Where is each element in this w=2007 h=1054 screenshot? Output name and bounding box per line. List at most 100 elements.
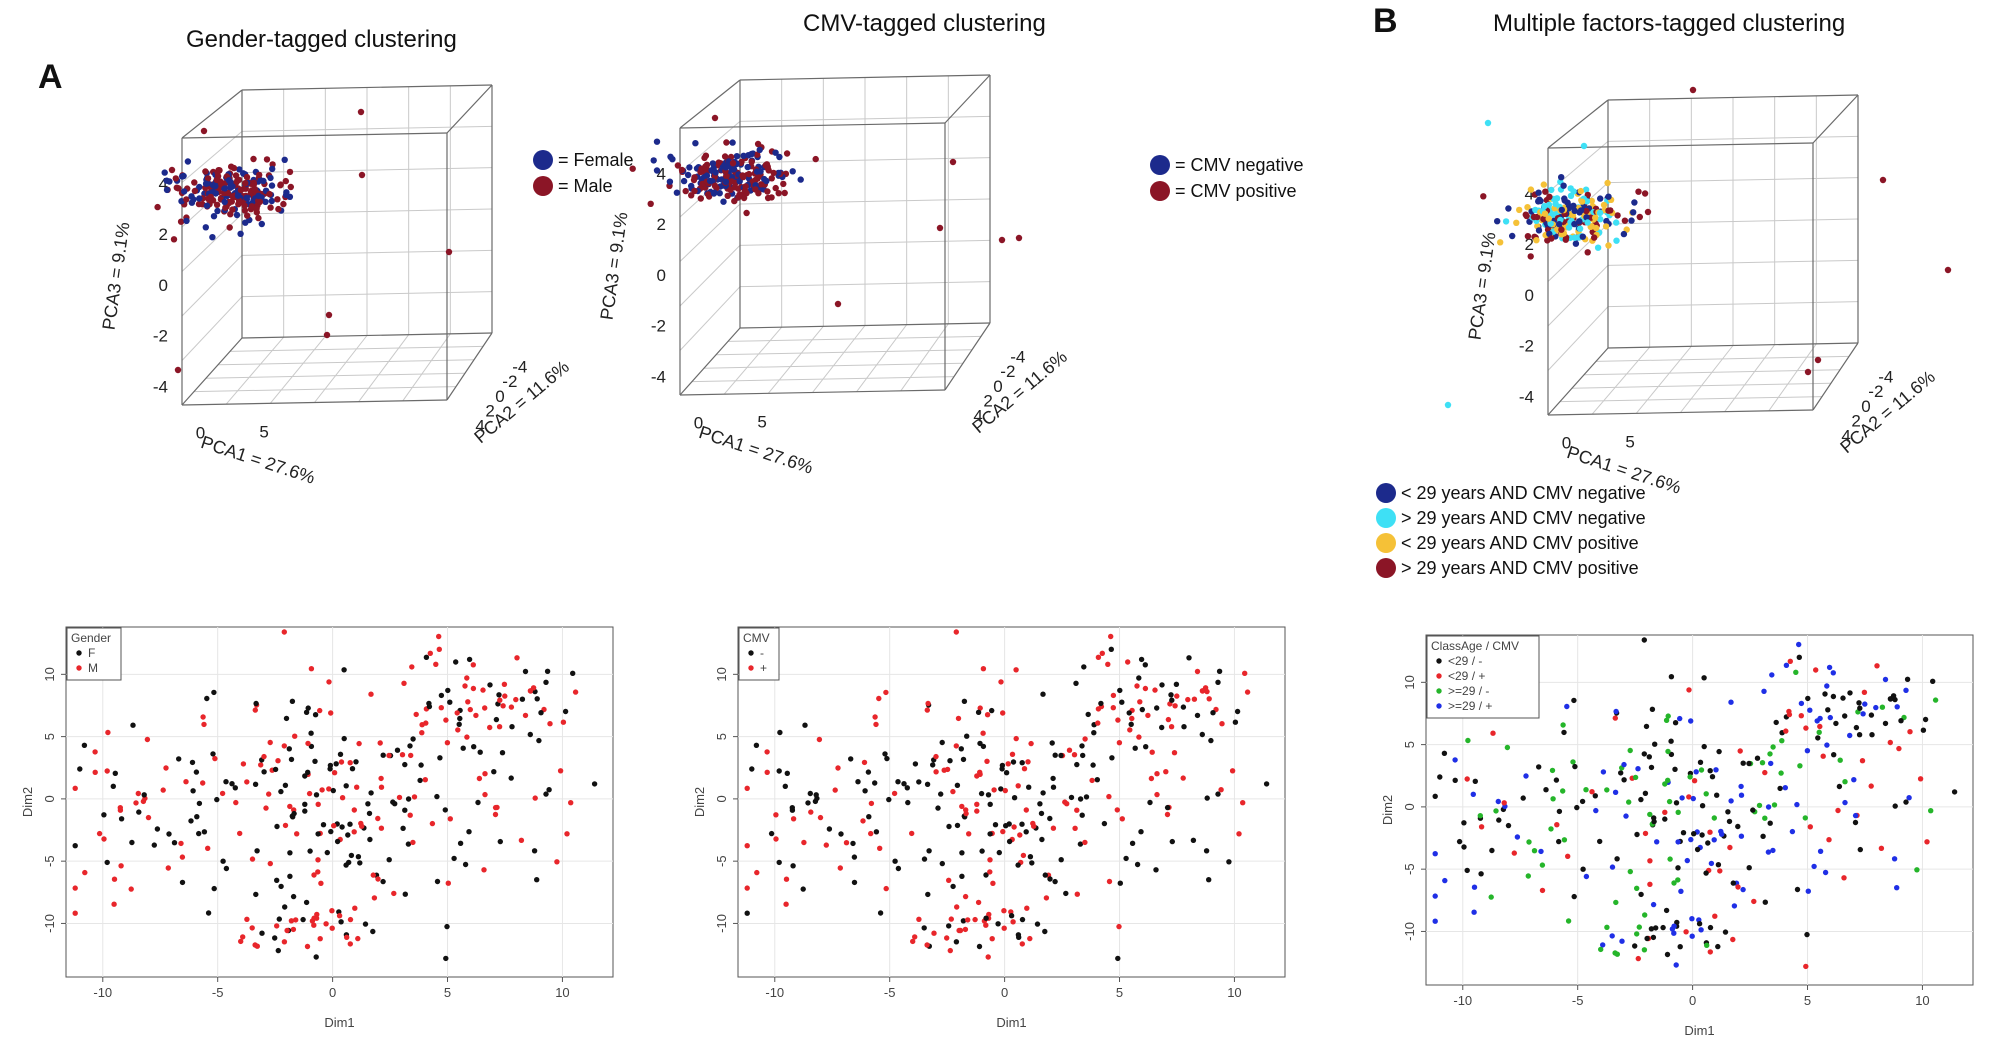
- pca3d-point: [256, 198, 264, 206]
- scatter-point: [1116, 740, 1123, 746]
- scatter-point: [1647, 811, 1653, 818]
- scatter-point: [1811, 863, 1817, 870]
- scatter-point: [1013, 667, 1019, 673]
- scatter-point: [962, 893, 969, 900]
- scatter-point: [307, 848, 313, 854]
- pca3d-point: [764, 188, 771, 195]
- y-tick-label: 2: [485, 402, 494, 421]
- scatter-point: [1686, 794, 1692, 800]
- scatter-point: [274, 877, 280, 883]
- scatter-point: [1531, 848, 1538, 854]
- scatter-point: [1579, 798, 1586, 805]
- y-tick-label: 10: [714, 667, 729, 681]
- scatter-point: [783, 876, 790, 882]
- pca3d-point: [1570, 202, 1577, 209]
- scatter-point: [1731, 903, 1738, 909]
- scatter-point: [282, 822, 289, 829]
- scatter-point: [1083, 794, 1090, 800]
- scatter-point: [1613, 899, 1619, 906]
- scatter-point: [253, 700, 259, 707]
- y-axis-label: Dim2: [20, 787, 35, 817]
- scatter-point: [522, 712, 529, 719]
- scatter-point: [1461, 820, 1467, 826]
- scatter-point: [1816, 729, 1822, 735]
- pca3d-point: [1536, 196, 1543, 203]
- pca3d-point: [705, 191, 712, 198]
- scatter-point: [1612, 715, 1619, 721]
- scatter-point: [1798, 700, 1805, 707]
- scatter-point: [1826, 664, 1833, 671]
- pca3d-point: [274, 196, 281, 203]
- scatter-point: [317, 707, 323, 714]
- scatter-point: [953, 743, 959, 749]
- scatter-point: [308, 666, 315, 672]
- scatter-point: [924, 781, 931, 787]
- scatter-point: [1128, 721, 1134, 727]
- scatter-point: [302, 773, 308, 779]
- pca3d-point: [1558, 226, 1565, 233]
- x-tick-label: 0: [1689, 993, 1696, 1008]
- scatter-point: [744, 785, 750, 791]
- scatter-point: [1687, 774, 1693, 780]
- scatter-point: [496, 724, 503, 730]
- scatter-point: [1000, 710, 1006, 716]
- pca3d-point: [1552, 200, 1559, 207]
- pca3d-point: [1600, 201, 1608, 209]
- scatter-point: [1553, 777, 1560, 783]
- scatter-point: [872, 714, 878, 720]
- scatter-point: [274, 923, 280, 929]
- scatter-point: [289, 698, 296, 704]
- y-tick-label: -5: [1402, 863, 1417, 875]
- scatter-point: [1704, 942, 1710, 948]
- scatter-point: [1641, 637, 1648, 643]
- scatter-point: [1025, 759, 1031, 765]
- scatter-point: [1626, 799, 1632, 805]
- scatter-point: [1010, 919, 1016, 925]
- legend-box: [66, 627, 122, 681]
- legend-swatch: [1376, 508, 1396, 528]
- scatter-point: [1432, 793, 1438, 799]
- scatter-point: [1027, 854, 1034, 860]
- pca3d-outlier-point: [998, 236, 1006, 244]
- scatter-point: [895, 779, 901, 785]
- pca3d-point: [688, 182, 695, 190]
- pca3d-point: [163, 186, 171, 194]
- y-tick-label: 10: [1402, 675, 1417, 689]
- scatter-point: [925, 891, 931, 898]
- scatter-point: [961, 698, 968, 704]
- scatter-point: [1153, 867, 1159, 873]
- z-axis-label: PCA3 = 9.1%: [99, 221, 134, 331]
- pca3d-point: [1546, 193, 1553, 200]
- scatter-point: [1770, 847, 1776, 854]
- legend-swatch: [1436, 703, 1442, 709]
- scatter-point: [591, 781, 598, 787]
- scatter-point: [882, 751, 888, 757]
- scatter-point: [1488, 894, 1494, 900]
- scatter-point: [240, 761, 247, 767]
- scatter-point: [1713, 767, 1719, 773]
- scatter-point: [1062, 799, 1068, 805]
- scatter-point: [1928, 808, 1934, 814]
- scatter-point: [925, 700, 931, 707]
- scatter-point: [1668, 674, 1675, 680]
- scatter-point: [1598, 946, 1604, 953]
- x-tick-label: 5: [444, 985, 451, 1000]
- scatter-point: [1108, 646, 1115, 652]
- pca3d-point: [191, 187, 199, 195]
- pca3d-point: [709, 160, 717, 167]
- scatter-point: [72, 885, 78, 891]
- pca3d-point: [217, 180, 225, 187]
- pca3d-point: [226, 224, 233, 231]
- scatter-point: [1026, 784, 1032, 790]
- pca3d-point: [789, 168, 796, 175]
- scatter-point: [1561, 729, 1567, 736]
- scatter-point: [868, 830, 874, 837]
- scatter-point: [402, 891, 408, 897]
- pca3d-point: [735, 194, 742, 201]
- pca3d-point: [692, 140, 699, 147]
- scatter-point: [1216, 668, 1223, 674]
- pca3d-point: [1571, 220, 1578, 228]
- y-tick-label: 4: [1841, 426, 1850, 445]
- scatter-point: [1716, 748, 1722, 755]
- scatter-point: [1887, 739, 1894, 746]
